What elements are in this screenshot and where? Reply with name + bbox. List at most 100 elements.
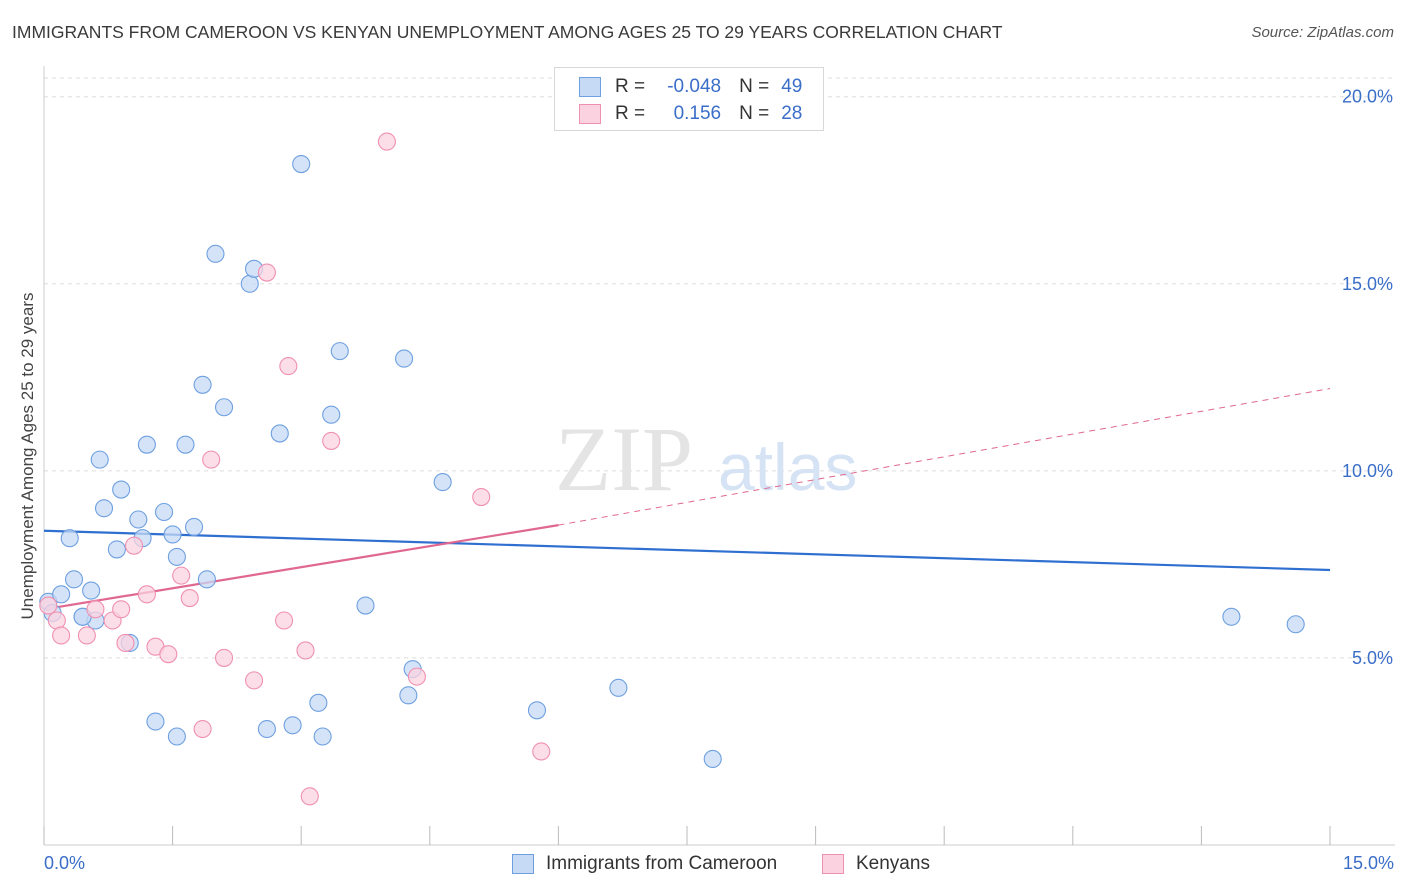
point-kenyans	[472, 487, 491, 507]
gridlines	[44, 77, 1395, 659]
stats-legend: R = -0.048 N = 49 R = 0.156 N = 28	[554, 67, 824, 131]
trend-line-kenyans	[43, 524, 559, 611]
point-cameroon	[214, 398, 234, 417]
r-label: R =	[615, 76, 646, 97]
axes	[43, 66, 1395, 846]
point-cameroon	[167, 547, 186, 566]
n-value-cameroon: 49	[781, 76, 803, 97]
point-kenyans	[275, 611, 294, 630]
point-kenyans	[124, 536, 144, 555]
point-cameroon	[270, 424, 289, 443]
data-points	[39, 102, 1305, 806]
trend-line-kenyans-extension	[558, 388, 1331, 526]
point-cameroon	[1286, 615, 1305, 634]
point-cameroon	[356, 596, 375, 615]
point-cameroon	[309, 693, 328, 712]
y-tick-label: 20.0%	[1342, 87, 1393, 107]
point-kenyans	[257, 263, 276, 282]
point-cameroon	[129, 510, 148, 529]
legend-item-kenyans: Kenyans	[822, 853, 930, 875]
point-cameroon	[257, 719, 276, 739]
series-legend: Immigrants from Cameroon Kenyans	[0, 853, 1406, 877]
legend-row-kenyans: R = 0.156 N = 28	[579, 102, 802, 126]
point-kenyans	[39, 596, 58, 615]
point-kenyans	[532, 742, 551, 761]
x-tick-min: 0.0%	[44, 853, 86, 873]
point-cameroon	[395, 349, 414, 368]
point-cameroon	[313, 727, 332, 746]
point-kenyans	[159, 645, 178, 664]
point-cameroon	[330, 342, 349, 361]
point-cameroon	[197, 570, 216, 589]
legend-swatch-cameroon	[579, 77, 601, 97]
point-kenyans	[86, 600, 105, 619]
point-kenyans	[137, 585, 156, 604]
point-cameroon	[184, 517, 204, 537]
watermark-zip: ZIP	[555, 408, 693, 510]
point-cameroon	[527, 701, 547, 720]
point-cameroon	[1222, 607, 1241, 626]
point-cameroon	[399, 686, 418, 705]
x-tick-max: 15.0%	[1342, 853, 1394, 873]
r-value-cameroon: -0.048	[667, 76, 722, 97]
y-tick-label: 10.0%	[1342, 461, 1393, 481]
n-label: N =	[739, 103, 770, 124]
point-cameroon	[292, 155, 311, 174]
point-cameroon	[107, 540, 126, 559]
legend-label-cameroon: Immigrants from Cameroon	[546, 853, 778, 874]
point-cameroon	[154, 502, 174, 522]
point-kenyans	[77, 626, 96, 645]
point-cameroon	[609, 678, 628, 697]
point-cameroon	[82, 581, 101, 600]
point-cameroon	[163, 525, 182, 544]
legend-swatch-kenyans	[822, 854, 844, 874]
point-kenyans	[407, 667, 426, 686]
legend-row-cameroon: R = -0.048 N = 49	[579, 75, 802, 99]
point-kenyans	[214, 648, 234, 667]
point-cameroon	[137, 435, 156, 454]
point-cameroon	[193, 375, 212, 394]
point-kenyans	[193, 719, 212, 739]
point-kenyans	[116, 633, 135, 653]
point-cameroon	[240, 274, 259, 293]
point-cameroon	[283, 716, 302, 735]
point-cameroon	[167, 727, 186, 746]
point-kenyans	[279, 357, 298, 376]
point-cameroon	[52, 585, 71, 604]
point-cameroon	[322, 405, 341, 424]
point-cameroon	[64, 570, 84, 589]
y-tick-labels: 5.0% 10.0% 15.0% 20.0%	[1342, 87, 1393, 668]
point-cameroon	[90, 450, 109, 469]
point-cameroon	[94, 499, 114, 518]
legend-label-kenyans: Kenyans	[856, 853, 930, 874]
point-kenyans	[47, 611, 66, 630]
point-cameroon	[176, 435, 195, 454]
y-tick-label: 5.0%	[1352, 648, 1393, 668]
legend-swatch-kenyans	[579, 104, 601, 124]
trend-lines	[43, 388, 1331, 611]
legend-swatch-cameroon	[512, 854, 534, 874]
n-value-kenyans: 28	[781, 103, 803, 124]
y-tick-label: 15.0%	[1342, 274, 1393, 294]
point-kenyans	[112, 600, 131, 619]
point-kenyans	[180, 589, 199, 608]
point-cameroon	[60, 529, 79, 548]
point-kenyans	[322, 431, 341, 450]
watermark-atlas: atlas	[718, 430, 857, 504]
r-value-kenyans: 0.156	[673, 103, 722, 124]
point-cameroon	[703, 749, 722, 768]
point-kenyans	[172, 566, 191, 585]
point-kenyans	[244, 671, 264, 690]
point-kenyans	[52, 626, 71, 645]
r-label: R =	[615, 103, 646, 124]
point-kenyans	[377, 132, 396, 151]
point-kenyans	[300, 787, 319, 806]
point-cameroon	[433, 473, 452, 492]
point-kenyans	[296, 641, 315, 660]
trend-line-cameroon	[43, 529, 1331, 572]
watermark: ZIP atlas	[555, 408, 857, 510]
point-cameroon	[146, 712, 165, 731]
point-kenyans	[202, 450, 221, 469]
source-label: Source: ZipAtlas.com	[1251, 24, 1394, 41]
